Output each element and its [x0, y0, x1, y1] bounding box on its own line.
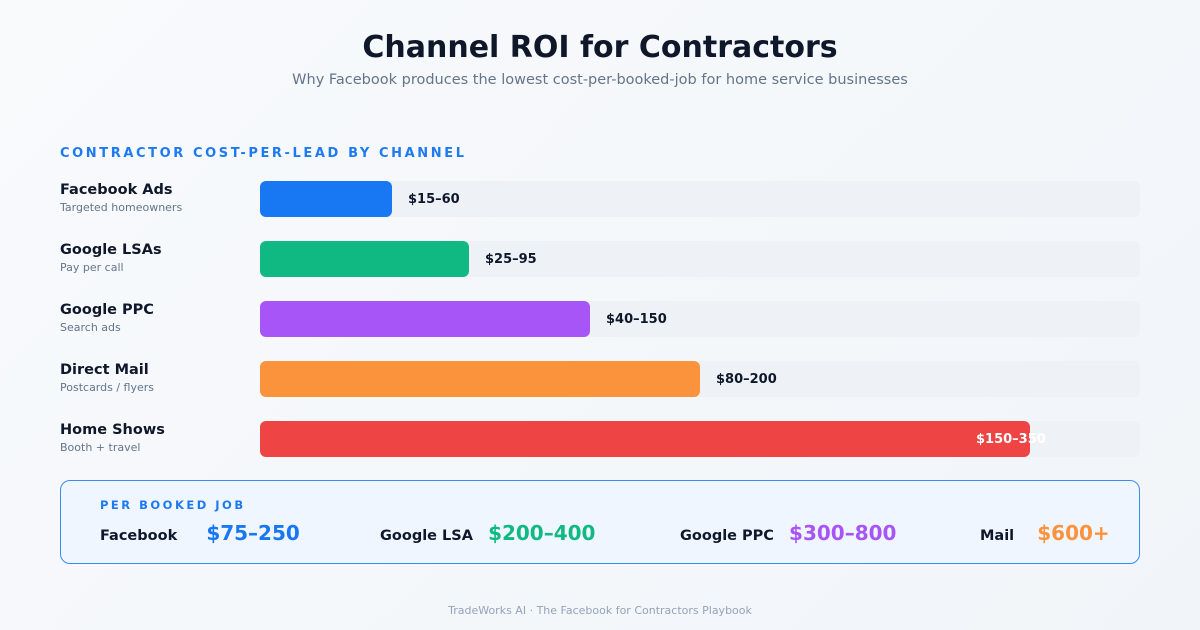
- summary-stat-name: Facebook: [100, 528, 178, 544]
- summary-stat-facebook: Facebook $75–250: [100, 521, 300, 551]
- bar: [260, 361, 700, 397]
- bar: [260, 241, 469, 277]
- category-sublabel: Targeted homeowners: [60, 201, 183, 214]
- category-sublabel: Search ads: [60, 321, 121, 334]
- footer-text: TradeWorks AI · The Facebook for Contrac…: [448, 604, 752, 617]
- summary-stat-name: Google LSA: [380, 528, 473, 544]
- bar-value-label: $80–200: [716, 372, 777, 387]
- category-sublabel: Pay per call: [60, 261, 124, 274]
- category-sublabel: Booth + travel: [60, 441, 141, 454]
- category-label: Direct Mail: [60, 362, 149, 378]
- category-sublabel: Postcards / flyers: [60, 381, 155, 394]
- summary-stat-mail: Mail $600+: [980, 521, 1110, 551]
- summary-stat-name: Google PPC: [680, 528, 774, 544]
- chart-row: Google PPC Search ads $40–150: [60, 300, 1140, 338]
- chart-row: Direct Mail Postcards / flyers $80–200: [60, 360, 1140, 398]
- summary-stat-value: $300–800: [789, 521, 897, 545]
- chart-title: CONTRACTOR COST-PER-LEAD BY CHANNEL: [60, 146, 467, 161]
- bar-value-label: $25–95: [485, 252, 537, 267]
- category-label: Home Shows: [60, 422, 165, 438]
- category-label: Google PPC: [60, 302, 154, 318]
- chart-row: Home Shows Booth + travel $150–350: [60, 420, 1140, 458]
- summary-stat-value: $600+: [1037, 521, 1110, 545]
- summary-label: PER BOOKED JOB: [100, 498, 246, 512]
- bar: [260, 421, 1030, 457]
- summary-stat-value: $200–400: [488, 521, 596, 545]
- page-subtitle: Why Facebook produces the lowest cost-pe…: [292, 72, 908, 88]
- summary-panel: PER BOOKED JOB Facebook $75–250 Google L…: [60, 480, 1140, 564]
- bar: [260, 301, 590, 337]
- bar-track: [260, 181, 1140, 217]
- bar-value-label: $40–150: [606, 312, 667, 327]
- bar-value-label: $150–350: [976, 432, 1046, 447]
- summary-stat-google-lsa: Google LSA $200–400: [380, 521, 595, 551]
- category-label: Facebook Ads: [60, 182, 173, 198]
- page-title: Channel ROI for Contractors: [362, 30, 838, 65]
- bar-value-label: $15–60: [408, 192, 460, 207]
- summary-stat-name: Mail: [980, 528, 1015, 544]
- summary-stat-google-ppc: Google PPC $300–800: [680, 521, 896, 551]
- summary-stat-value: $75–250: [206, 521, 300, 545]
- chart-row: Google LSAs Pay per call $25–95: [60, 240, 1140, 278]
- category-label: Google LSAs: [60, 242, 162, 258]
- bar: [260, 181, 392, 217]
- chart-row: Facebook Ads Targeted homeowners $15–60: [60, 180, 1140, 218]
